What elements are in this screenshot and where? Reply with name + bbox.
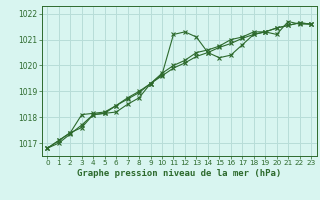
X-axis label: Graphe pression niveau de la mer (hPa): Graphe pression niveau de la mer (hPa): [77, 169, 281, 178]
